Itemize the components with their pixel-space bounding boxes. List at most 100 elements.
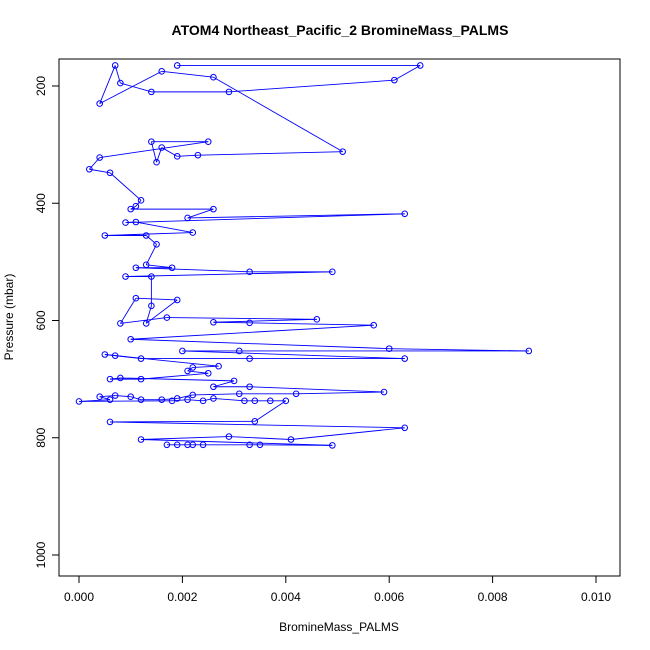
data-point bbox=[401, 210, 409, 218]
data-point bbox=[251, 397, 259, 405]
data-point bbox=[158, 144, 166, 151]
series-segment bbox=[110, 420, 255, 423]
series-segment bbox=[141, 439, 333, 446]
series-segment bbox=[187, 208, 214, 219]
data-point bbox=[416, 62, 424, 69]
data-point bbox=[235, 390, 243, 398]
data-point bbox=[246, 383, 253, 391]
data-point bbox=[153, 158, 160, 166]
series-segment bbox=[187, 370, 209, 374]
data-point bbox=[401, 424, 409, 432]
data-point bbox=[370, 321, 377, 329]
series-segment bbox=[125, 221, 136, 224]
y-tick-label: 800 bbox=[34, 427, 48, 447]
data-point bbox=[184, 367, 191, 375]
data-point bbox=[117, 374, 124, 382]
data-point bbox=[137, 436, 145, 443]
series-segment bbox=[135, 267, 250, 273]
data-point bbox=[179, 347, 186, 355]
data-point bbox=[173, 62, 181, 69]
series-segment bbox=[145, 235, 157, 245]
data-point bbox=[75, 398, 83, 405]
series-segment bbox=[182, 350, 405, 360]
series-segment bbox=[161, 70, 214, 78]
data-point bbox=[199, 397, 207, 405]
x-tick-label: 0.006 bbox=[374, 590, 404, 604]
data-point bbox=[246, 319, 253, 327]
series-lines bbox=[78, 65, 529, 446]
data-point bbox=[380, 388, 388, 396]
data-point bbox=[137, 197, 145, 204]
data-point bbox=[241, 397, 248, 405]
data-point bbox=[401, 355, 409, 362]
data-point bbox=[210, 73, 217, 81]
series-segment bbox=[150, 141, 157, 163]
data-point bbox=[148, 88, 155, 96]
data-point bbox=[225, 433, 233, 440]
series-segment bbox=[120, 82, 152, 93]
x-tick-label: 0.004 bbox=[271, 590, 301, 604]
series-segment bbox=[120, 317, 167, 324]
series-segment bbox=[166, 317, 317, 320]
series-segment bbox=[110, 421, 405, 429]
data-point bbox=[137, 375, 145, 383]
data-point bbox=[163, 441, 171, 449]
data-point bbox=[148, 138, 155, 145]
plot-area-frame bbox=[58, 58, 621, 577]
series-segment bbox=[78, 400, 173, 402]
series-segment bbox=[213, 398, 245, 402]
data-point bbox=[111, 392, 119, 399]
data-point bbox=[287, 436, 295, 443]
data-point bbox=[132, 294, 140, 302]
series-segment bbox=[99, 65, 116, 104]
data-point bbox=[132, 218, 140, 226]
series-segment bbox=[130, 338, 390, 350]
series-segment bbox=[259, 444, 333, 446]
data-point bbox=[215, 362, 222, 370]
series-segment bbox=[104, 354, 219, 367]
data-point bbox=[292, 390, 300, 398]
data-point bbox=[137, 355, 145, 362]
series-segment bbox=[394, 65, 421, 81]
x-tick-label: 0.000 bbox=[64, 590, 94, 604]
data-point bbox=[266, 397, 274, 405]
data-point bbox=[127, 205, 134, 213]
data-point bbox=[189, 229, 197, 236]
data-point bbox=[525, 347, 533, 355]
data-point bbox=[173, 395, 181, 402]
series-segment bbox=[228, 79, 395, 93]
series-segment bbox=[249, 386, 385, 393]
data-point bbox=[111, 352, 119, 359]
series-segment bbox=[197, 151, 343, 156]
data-point bbox=[111, 62, 119, 69]
data-point bbox=[246, 268, 253, 276]
series-points bbox=[75, 62, 533, 449]
data-point bbox=[184, 214, 191, 222]
y-tick-label: 600 bbox=[34, 310, 48, 330]
data-point bbox=[385, 345, 393, 352]
series-segment bbox=[249, 322, 374, 326]
data-point bbox=[137, 396, 145, 403]
series-segment bbox=[202, 398, 214, 402]
x-axis-label: BromineMass_PALMS bbox=[279, 620, 399, 634]
data-point bbox=[142, 320, 150, 327]
data-point bbox=[127, 335, 134, 343]
data-point bbox=[148, 273, 155, 280]
data-point bbox=[168, 264, 176, 272]
data-point bbox=[142, 261, 150, 269]
data-point bbox=[142, 232, 150, 239]
series-segment bbox=[213, 380, 235, 388]
data-point bbox=[122, 219, 129, 226]
data-point bbox=[230, 377, 238, 385]
data-point bbox=[86, 165, 93, 173]
series-segment bbox=[135, 297, 178, 301]
data-point bbox=[117, 320, 124, 327]
data-point bbox=[204, 369, 212, 377]
y-axis: 200 400 600 800 1000 bbox=[34, 76, 60, 568]
data-point bbox=[148, 302, 155, 310]
data-point bbox=[184, 396, 191, 403]
data-point bbox=[96, 100, 103, 107]
series-segment bbox=[109, 172, 142, 201]
data-point bbox=[173, 153, 181, 160]
